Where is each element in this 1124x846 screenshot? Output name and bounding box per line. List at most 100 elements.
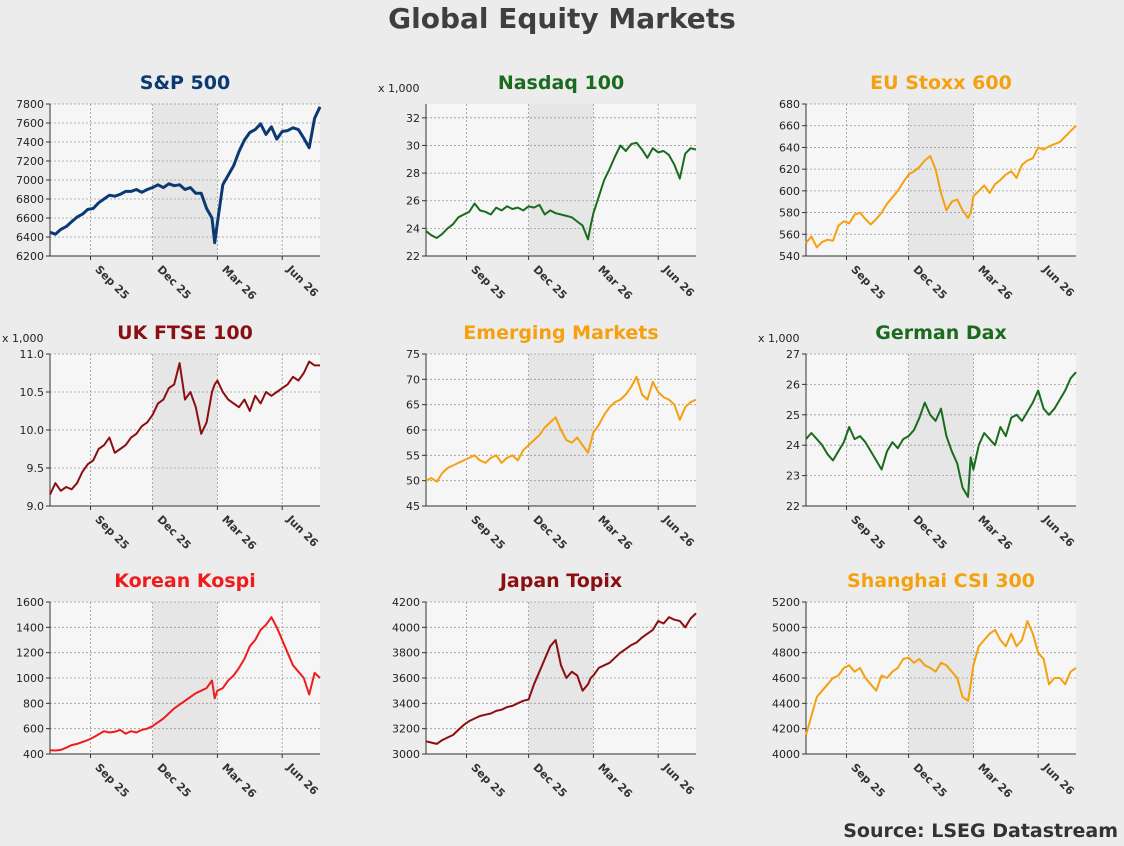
x-tick-label: Jun 26 (283, 262, 321, 300)
chart-panel: Nasdaq 100 x 1,000 22 24 26 28 30 32 Sep 25 Dec 2… (376, 72, 748, 322)
y-tick-label: 26 (406, 195, 420, 208)
series-line (805, 371, 1077, 498)
y-tick-label: 26 (786, 378, 800, 391)
y-tick-label: 3200 (392, 723, 420, 736)
line-chart: 22 24 26 28 30 32 Sep 25 Dec 25 Mar 26 Jun 26 (406, 104, 697, 303)
line-chart: 400 600 800 1000 1200 1400 1600 Sep 25 Dec 25 Mar… (16, 596, 321, 801)
chart-title: German Dax (875, 322, 1007, 344)
shaded-period (908, 354, 974, 506)
y-tick-label: 3400 (392, 697, 420, 710)
y-tick-label: 560 (779, 228, 800, 241)
y-tick-label: 5200 (772, 596, 800, 609)
y-tick-label: 70 (406, 373, 420, 386)
x-tick-label: Dec 25 (530, 513, 569, 552)
x-tick-label: Jun 26 (1039, 512, 1077, 550)
x-tick-label: Mar 26 (219, 263, 259, 303)
y-tick-label: 600 (23, 723, 44, 736)
chart-panel: UK FTSE 100 x 1,000 9.0 9.5 10.0 10.5 11.0 Sep … (0, 322, 372, 572)
y-tick-label: 10.5 (20, 386, 45, 399)
chart-title: UK FTSE 100 (117, 322, 253, 344)
chart-panel: Korean Kospi 400 600 800 1000 1200 1400 1600 Sep… (0, 570, 372, 820)
chart-title: Nasdaq 100 (497, 72, 625, 94)
y-tick-label: 22 (786, 500, 800, 513)
y-tick-label: 50 (406, 475, 420, 488)
source-note: Source: LSEG Datastream (843, 820, 1118, 842)
x-tick-label: Mar 26 (975, 761, 1015, 801)
y-tick-label: 75 (406, 348, 420, 361)
chart-panel: German Dax x 1,000 22 23 24 25 26 27 Sep 25 Dec 2… (756, 322, 1124, 572)
chart-panel: EU Stoxx 600 540 560 580 600 620 640 660 680 Sep … (756, 72, 1124, 322)
y-tick-label: 30 (406, 139, 420, 152)
x-tick-label: Jun 26 (659, 512, 697, 550)
y-tick-label: 4200 (392, 596, 420, 609)
line-chart: 9.0 9.5 10.0 10.5 11.0 Sep 25 Dec 25 Mar 26 Jun … (20, 348, 322, 553)
y-tick-label: 6200 (16, 250, 44, 263)
y-tick-label: 600 (779, 185, 800, 198)
line-chart: 6200 6400 6600 6800 7000 7200 7400 7600 7800 Sep … (16, 98, 322, 303)
series-line (425, 375, 697, 483)
x-tick-label: Dec 25 (910, 513, 949, 552)
x-tick-label: Sep 25 (848, 263, 887, 302)
x-tick-label: Mar 26 (975, 513, 1015, 553)
axis-scale-label: x 1,000 (378, 82, 420, 95)
y-tick-label: 1000 (16, 672, 44, 685)
y-tick-label: 24 (786, 439, 800, 452)
y-tick-label: 6400 (16, 231, 44, 244)
series-line (425, 141, 697, 241)
y-tick-label: 1600 (16, 596, 44, 609)
y-tick-label: 620 (779, 163, 800, 176)
y-tick-label: 4800 (772, 647, 800, 660)
x-tick-label: Dec 25 (154, 513, 193, 552)
chart-title: Korean Kospi (114, 570, 256, 592)
shaded-period (908, 104, 974, 256)
x-tick-label: Jun 26 (283, 512, 321, 550)
x-tick-label: Sep 25 (468, 761, 507, 800)
x-tick-label: Mar 26 (219, 513, 259, 553)
x-tick-label: Mar 26 (219, 761, 259, 801)
y-tick-label: 660 (779, 120, 800, 133)
y-tick-label: 3600 (392, 672, 420, 685)
chart-title: Japan Topix (499, 570, 623, 592)
line-chart: 22 23 24 25 26 27 Sep 25 Dec 25 Mar 26 Jun 26 (786, 348, 1077, 553)
x-tick-label: Jun 26 (1039, 760, 1077, 798)
x-tick-label: Jun 26 (1039, 262, 1077, 300)
y-tick-label: 7600 (16, 117, 44, 130)
x-tick-label: Mar 26 (595, 513, 635, 553)
y-tick-label: 65 (406, 399, 420, 412)
y-tick-label: 540 (779, 250, 800, 263)
y-tick-label: 1200 (16, 647, 44, 660)
chart-panel: Emerging Markets 45 50 55 60 65 70 75 Sep 25 Dec … (376, 322, 748, 572)
y-tick-label: 24 (406, 222, 420, 235)
y-tick-label: 9.0 (27, 500, 45, 513)
x-tick-label: Sep 25 (468, 513, 507, 552)
y-tick-label: 4200 (772, 723, 800, 736)
shaded-period (528, 104, 594, 256)
chart-title: S&P 500 (139, 72, 231, 94)
y-tick-label: 10.0 (20, 424, 45, 437)
x-tick-label: Sep 25 (92, 263, 131, 302)
y-tick-label: 3800 (392, 647, 420, 660)
series-line (49, 106, 322, 245)
y-tick-label: 3000 (392, 748, 420, 761)
x-tick-label: Dec 25 (154, 761, 193, 800)
y-tick-label: 1400 (16, 621, 44, 634)
chart-title: EU Stoxx 600 (870, 72, 1012, 94)
x-tick-label: Sep 25 (848, 761, 887, 800)
y-tick-label: 7000 (16, 174, 44, 187)
x-tick-label: Sep 25 (92, 513, 131, 552)
y-tick-label: 7400 (16, 136, 44, 149)
chart-title: Shanghai CSI 300 (847, 570, 1035, 592)
page-title: Global Equity Markets (388, 2, 736, 35)
x-tick-label: Dec 25 (910, 263, 949, 302)
y-tick-label: 32 (406, 112, 420, 125)
x-tick-label: Dec 25 (530, 761, 569, 800)
y-tick-label: 23 (786, 470, 800, 483)
axis-scale-label: x 1,000 (758, 332, 800, 345)
x-tick-label: Mar 26 (595, 761, 635, 801)
y-tick-label: 55 (406, 449, 420, 462)
series-line (49, 360, 320, 496)
y-tick-label: 11.0 (20, 348, 45, 361)
chart-panel: Shanghai CSI 300 4000 4200 4400 4600 4800 5000… (756, 570, 1124, 820)
y-tick-label: 22 (406, 250, 420, 263)
